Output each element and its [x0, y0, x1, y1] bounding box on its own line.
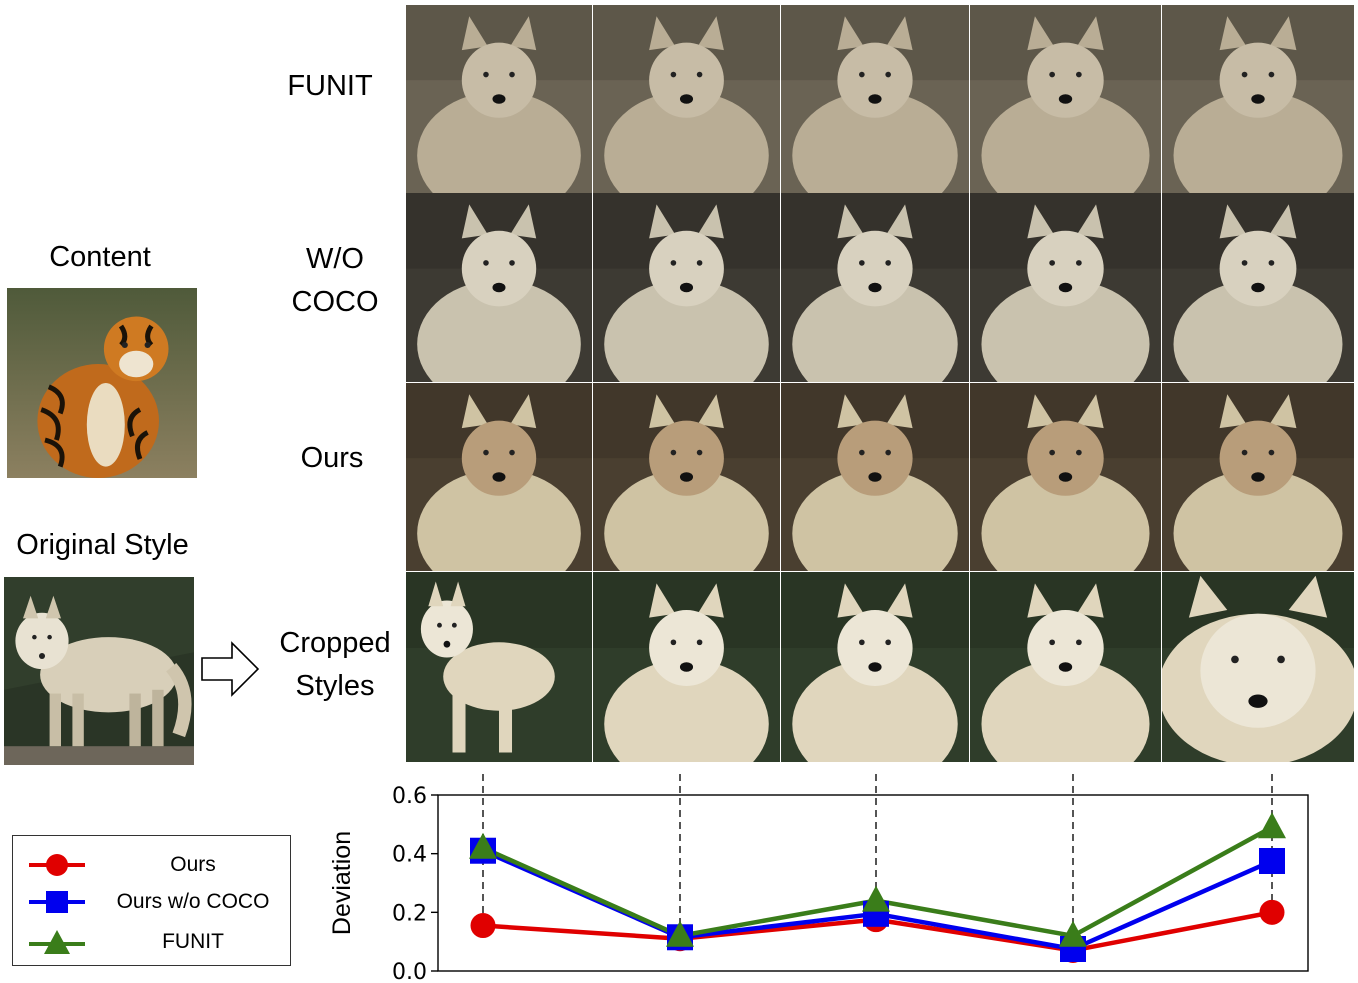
row-label-wo-coco: W/O COCO — [270, 238, 400, 324]
legend-label-ours: Ours — [170, 853, 216, 876]
funit-image-5 — [1162, 5, 1354, 193]
ours-image-3 — [781, 383, 969, 571]
original-style-label: Original Style — [0, 524, 205, 567]
cropped-style-image-1 — [406, 572, 592, 762]
plot-frame — [437, 794, 1309, 972]
legend-label-ours-wo-coco: Ours w/o COCO — [116, 890, 270, 913]
content-label: Content — [20, 236, 180, 279]
cropped-style-image-3 — [781, 572, 969, 762]
y-tick-label-3: 0.6 — [392, 784, 427, 809]
point-2-2 — [666, 920, 694, 947]
row-label-cropped-line1: Cropped — [279, 627, 391, 659]
legend-item-ours: Ours — [13, 847, 290, 883]
point-2-1 — [469, 832, 497, 859]
wo-coco-image-5 — [1162, 193, 1354, 382]
funit-image-2 — [593, 5, 780, 193]
y-tick-label-2: 0.4 — [392, 843, 427, 868]
point-0-5 — [1259, 899, 1285, 925]
legend-marker-funit — [29, 930, 85, 954]
point-0-1 — [470, 913, 496, 939]
row-label-funit: FUNIT — [270, 65, 390, 108]
content-label-text: Content — [49, 241, 151, 273]
wo-coco-image-1 — [406, 193, 592, 382]
cropped-style-image-2 — [593, 572, 780, 762]
original-style-wolf-image — [4, 577, 194, 765]
row-label-ours-text: Ours — [300, 442, 364, 474]
row-label-wo-coco-line2: COCO — [291, 285, 379, 318]
original-style-label-text: Original Style — [16, 529, 189, 561]
legend-item-ours-wo-coco: Ours w/o COCO — [13, 884, 290, 920]
row-label-funit-text: FUNIT — [287, 70, 373, 102]
cropped-style-image-4 — [970, 572, 1161, 762]
point-2-4 — [1059, 920, 1087, 947]
deviation-line-chart: 0.0 0.2 0.4 0.6 Deviation — [328, 770, 1309, 983]
point-1-5 — [1259, 848, 1285, 874]
funit-image-1 — [406, 5, 592, 193]
row-label-cropped-styles: Cropped Styles — [270, 622, 400, 708]
funit-image-4 — [970, 5, 1161, 193]
legend-item-funit: FUNIT — [13, 924, 290, 960]
ours-image-5 — [1162, 383, 1354, 571]
legend-marker-ours — [29, 854, 85, 876]
point-2-3 — [862, 885, 890, 912]
cropped-style-image-5 — [1162, 572, 1354, 762]
legend-marker-ours-wo-coco — [29, 891, 85, 913]
funit-image-3 — [781, 5, 969, 193]
y-tick-label-1: 0.2 — [392, 901, 427, 926]
row-label-ours: Ours — [270, 437, 394, 480]
y-axis-label: Deviation — [328, 831, 356, 935]
row-label-wo-coco-line1: W/O — [306, 243, 364, 275]
wo-coco-image-2 — [593, 193, 780, 382]
y-tick-label-0: 0.0 — [392, 960, 427, 983]
content-tiger-image — [7, 288, 197, 478]
ours-image-4 — [970, 383, 1161, 571]
legend: Ours Ours w/o COCO FUNIT — [12, 835, 291, 966]
point-2-5 — [1258, 812, 1286, 839]
row-label-cropped-line2: Styles — [295, 669, 375, 702]
ours-image-2 — [593, 383, 780, 571]
wo-coco-image-4 — [970, 193, 1161, 382]
arrow-right-icon — [201, 641, 260, 697]
wo-coco-image-3 — [781, 193, 969, 382]
ours-image-1 — [406, 383, 592, 571]
legend-label-funit: FUNIT — [162, 930, 224, 953]
